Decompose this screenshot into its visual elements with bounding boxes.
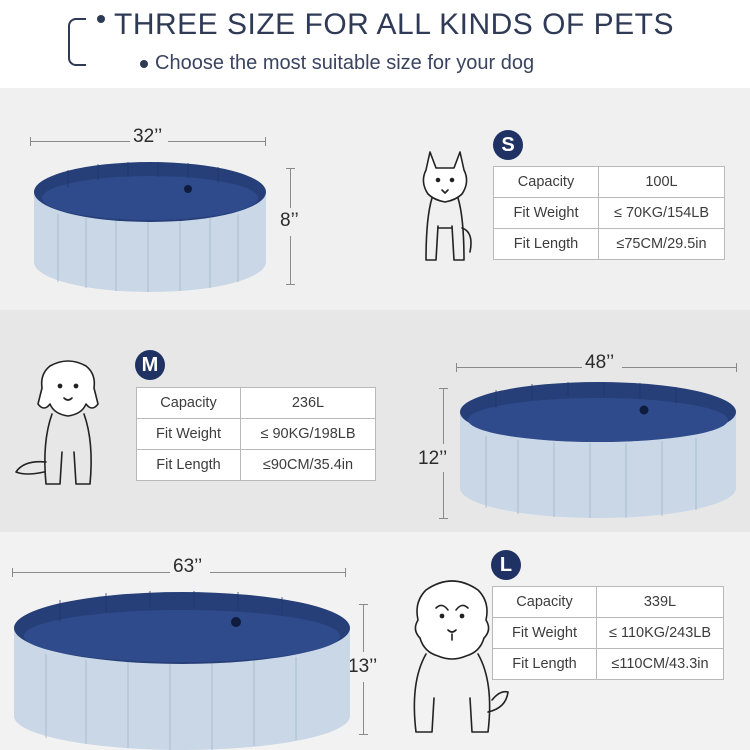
table-row: Capacity 236L — [136, 387, 376, 419]
page-subtitle: Choose the most suitable size for your d… — [155, 52, 535, 74]
small-diameter-label: 32’’ — [133, 126, 163, 147]
size-badge-large: L — [491, 550, 521, 580]
medium-dog-icon — [15, 360, 99, 485]
bracket-dot-icon — [97, 15, 105, 23]
table-row: Capacity 339L — [492, 586, 724, 618]
large-pool-image — [14, 591, 350, 750]
medium-height-label: 12’’ — [418, 448, 448, 469]
header-bracket — [68, 18, 108, 66]
table-row: Fit Length ≤110CM/43.3in — [492, 648, 724, 680]
medium-spec-table: Capacity 236L Fit Weight ≤ 90KG/198LB Fi… — [136, 387, 376, 481]
medium-diameter-label: 48’’ — [585, 352, 615, 373]
table-row: Fit Weight ≤ 110KG/243LB — [492, 617, 724, 649]
small-spec-table: Capacity 100L Fit Weight ≤ 70KG/154LB Fi… — [493, 166, 725, 260]
small-dog-icon — [422, 151, 472, 261]
large-height-label: 13’’ — [348, 656, 378, 677]
header: THREE SIZE FOR ALL KINDS OF PETS Choose … — [0, 0, 750, 88]
table-row: Capacity 100L — [493, 166, 725, 198]
large-diameter-label: 63’’ — [173, 556, 203, 577]
table-row: Fit Length ≤90CM/35.4in — [136, 449, 376, 481]
large-dog-icon — [413, 580, 509, 733]
large-spec-table: Capacity 339L Fit Weight ≤ 110KG/243LB F… — [492, 586, 724, 680]
size-badge-small: S — [493, 130, 523, 160]
bracket-dot-icon — [140, 60, 148, 68]
medium-pool-image — [460, 382, 736, 518]
table-row: Fit Length ≤75CM/29.5in — [493, 228, 725, 260]
small-pool-image — [34, 162, 266, 292]
table-row: Fit Weight ≤ 70KG/154LB — [493, 197, 725, 229]
table-row: Fit Weight ≤ 90KG/198LB — [136, 418, 376, 450]
page-title: THREE SIZE FOR ALL KINDS OF PETS — [114, 8, 674, 41]
small-height-label: 8’’ — [280, 210, 299, 231]
size-badge-medium: M — [135, 350, 165, 380]
